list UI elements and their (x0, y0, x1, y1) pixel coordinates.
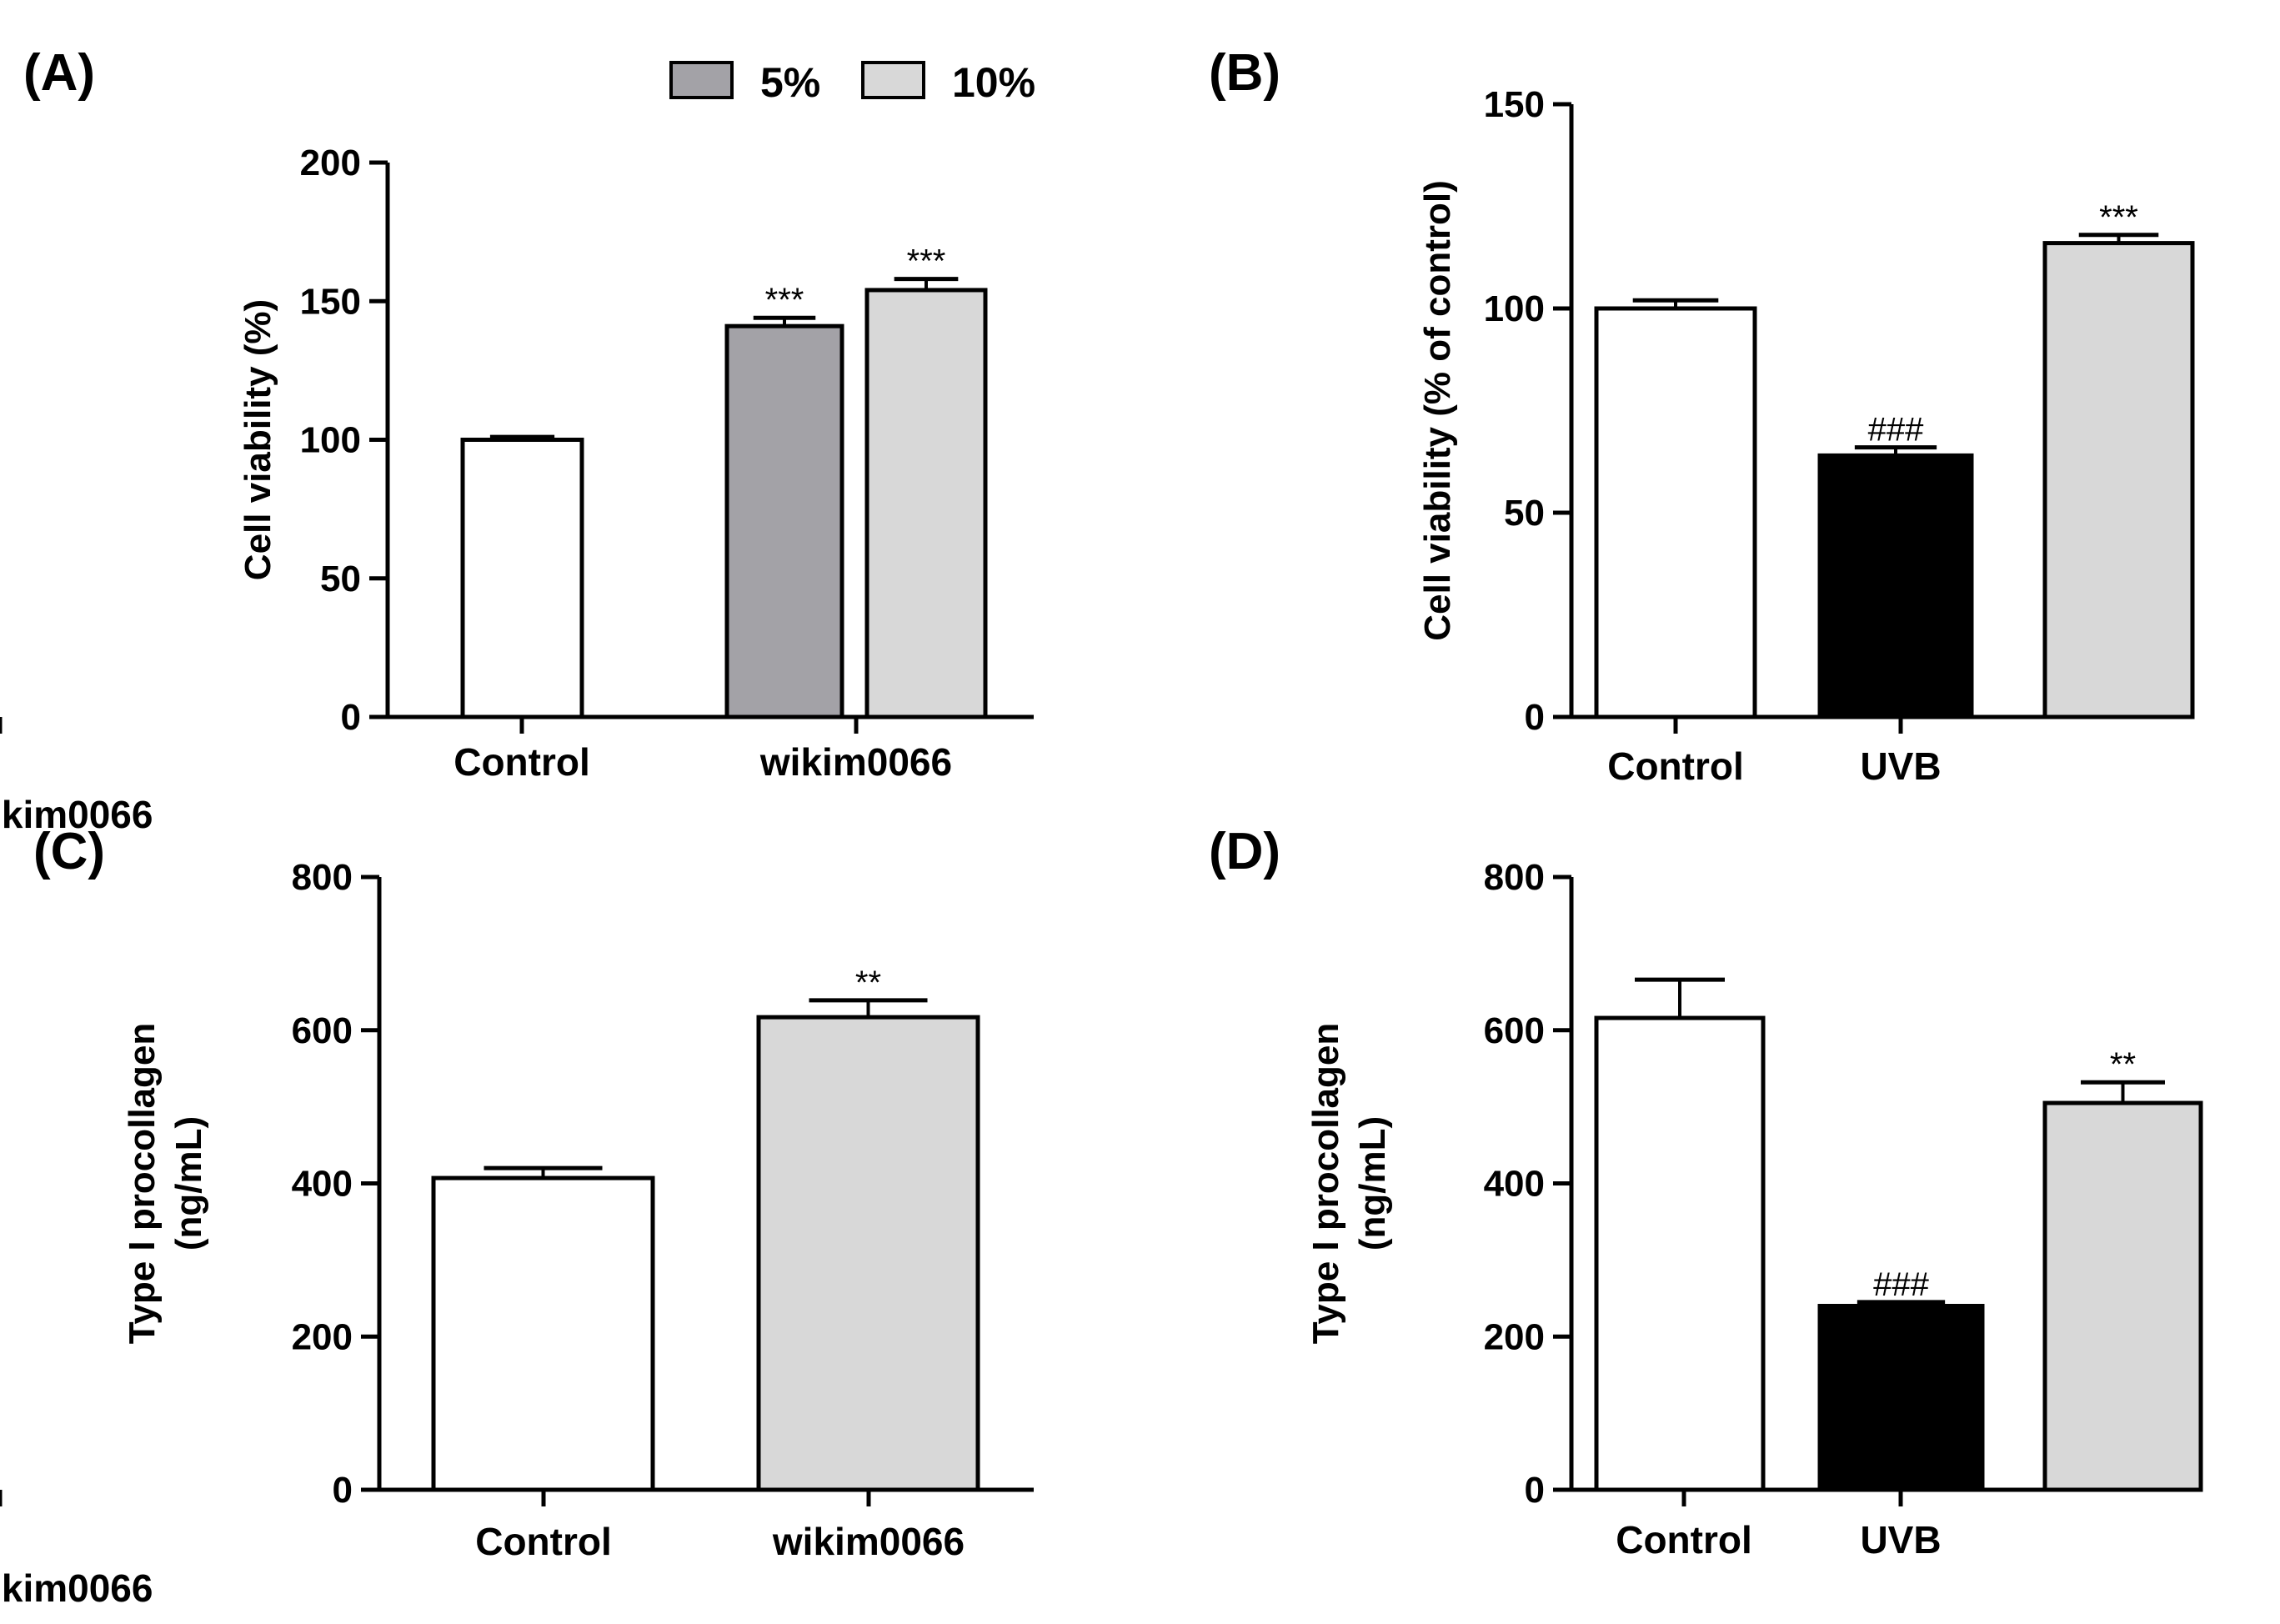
x-category-label: UVB+ wikim0066 (0, 744, 153, 836)
x-category-label: UVB (1860, 744, 1941, 788)
chart-panel-1: (B) Cell viability (% of control) ### *** 0 5… (0, 44, 2195, 836)
significance-label: *** (2099, 199, 2138, 236)
y-axis-title: Type I procollagen (ng/mL) (122, 1023, 209, 1344)
y-axis-title-line: Cell viability (%) (238, 299, 278, 580)
x-category-label-line: Control (1607, 744, 1744, 788)
x-category-label: Control (1607, 744, 1744, 788)
y-axis-title-line: Type I procollagen (1305, 1023, 1346, 1344)
y-tick-label: 0 (333, 1470, 353, 1511)
y-axis-title-line: Type I procollagen (122, 1023, 163, 1344)
legend-label-5pct: 5% (760, 59, 820, 106)
y-axis-title-line: (ng/mL) (168, 1116, 209, 1251)
significance-label: ### (1873, 1266, 1929, 1303)
y-tick-label: 200 (292, 1316, 353, 1357)
x-category-label: Control (453, 740, 590, 784)
significance-label: ### (1868, 412, 1924, 449)
panel-label: (B) (1209, 44, 1280, 102)
y-axis-title: Cell viability (% of control) (1417, 180, 1458, 641)
y-tick-label: 800 (292, 857, 353, 898)
bar (724, 323, 844, 719)
x-category-label-line: UVB (1860, 1518, 1941, 1561)
y-tick-label: 0 (341, 697, 361, 738)
y-tick-label: 150 (300, 281, 361, 322)
bar (1817, 453, 1974, 719)
y-tick-label: 400 (1484, 1164, 1545, 1205)
y-tick-label: 50 (320, 559, 361, 599)
x-category-label-line: + wikim0066 (0, 1566, 153, 1610)
bar (756, 1015, 980, 1492)
y-tick-label: 100 (300, 420, 361, 461)
y-tick-label: 200 (1484, 1316, 1545, 1357)
bar (1594, 306, 1757, 719)
significance-label: *** (765, 282, 804, 318)
y-tick-label: 150 (1484, 84, 1545, 125)
significance-label: ** (855, 965, 881, 1001)
y-axis-title: Cell viability (%) (238, 299, 278, 580)
bar (2042, 1100, 2203, 1492)
x-category-label: wikim0066 (759, 740, 952, 784)
x-category-label-line: Control (453, 740, 590, 784)
bar (2042, 241, 2195, 719)
y-axis-title-line: (ng/mL) (1352, 1116, 1393, 1251)
x-category-label-line: wikim0066 (759, 740, 952, 784)
bar (431, 1175, 655, 1492)
y-tick-label: 400 (292, 1164, 353, 1205)
x-category-label-line: Control (475, 1520, 612, 1563)
y-tick-label: 600 (292, 1010, 353, 1051)
x-category-label-line: UVB (1860, 744, 1941, 788)
bar (1817, 1304, 1985, 1492)
bar (1594, 1015, 1766, 1492)
y-tick-label: 0 (1525, 697, 1545, 738)
x-category-label: Control (1616, 1518, 1752, 1561)
legend-label-10pct: 10% (952, 59, 1035, 106)
x-category-label: Control (475, 1520, 612, 1563)
chart-panel-2: (C) Type I procollagen (ng/mL) ** 0 200 400 600… (33, 823, 1034, 1563)
x-category-label-line: + wikim0066 (0, 793, 153, 836)
legend-swatch-10pct (861, 61, 925, 99)
x-category-label: UVB (1860, 1518, 1941, 1561)
chart-panel-0: (A) Cell viability (%) *** *** 0 50 100 150 200 C… (23, 44, 1034, 784)
chart-panel-3: (D)Type I procollagen (ng/mL)###**0200400… (0, 823, 2203, 1610)
panel-label: (D) (1209, 823, 1280, 880)
y-tick-label: 50 (1504, 493, 1545, 534)
y-axis-title-line: Cell viability (% of control) (1417, 180, 1458, 641)
y-tick-label: 200 (300, 143, 361, 183)
y-tick-label: 100 (1484, 288, 1545, 329)
panel-label: (C) (33, 823, 105, 880)
x-category-label-line: wikim0066 (772, 1520, 965, 1563)
significance-label: ** (2110, 1046, 2136, 1083)
bar (460, 438, 584, 719)
x-category-label-line: Control (1616, 1518, 1752, 1561)
panel-label: (A) (23, 44, 95, 102)
x-category-label: wikim0066 (772, 1520, 965, 1563)
legend-swatch-5pct (669, 61, 734, 99)
y-tick-label: 0 (1525, 1470, 1545, 1511)
x-category-label: UVB+ wikim0066 (0, 1518, 153, 1610)
significance-label: *** (907, 243, 946, 280)
legend: 5% 10% (669, 59, 1035, 106)
y-tick-label: 600 (1484, 1010, 1545, 1051)
bar (864, 288, 988, 719)
y-axis-title: Type I procollagen (ng/mL) (1305, 1023, 1393, 1344)
y-tick-label: 800 (1484, 857, 1545, 898)
